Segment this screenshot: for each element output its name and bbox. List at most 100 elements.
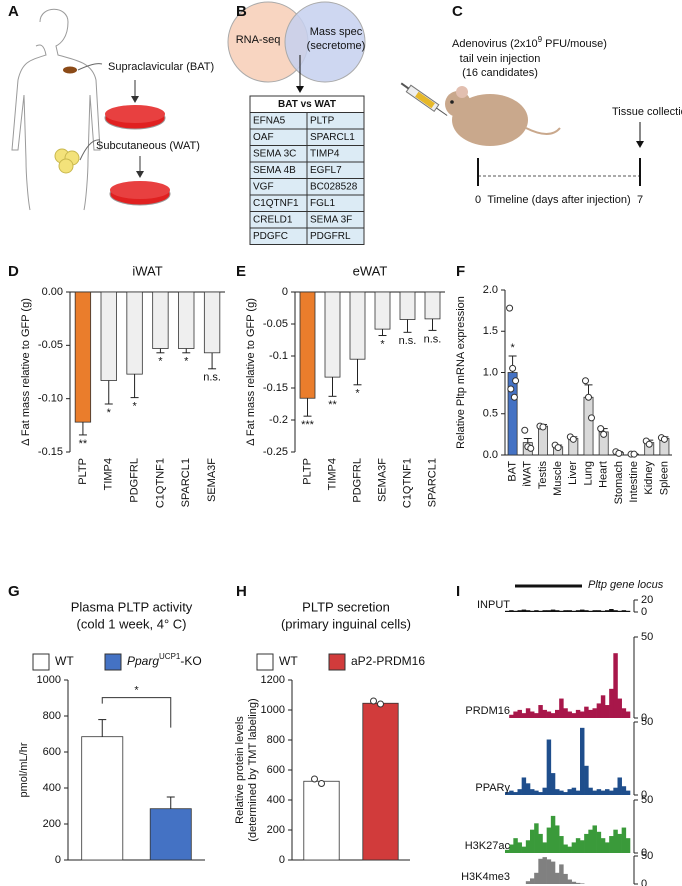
syringe-fluid bbox=[415, 91, 435, 109]
signal-bar bbox=[517, 789, 522, 795]
signal-bar bbox=[567, 610, 572, 612]
legend-label: aP2-PRDM16 bbox=[351, 654, 425, 668]
x-tick-label: Spleen bbox=[658, 461, 670, 495]
signal-bar bbox=[600, 790, 606, 795]
data-point bbox=[582, 377, 589, 385]
signal-bar bbox=[563, 610, 568, 612]
data-point bbox=[318, 780, 325, 787]
signal-bar bbox=[563, 873, 568, 884]
signal-bar bbox=[538, 833, 543, 853]
panel-letter: H bbox=[236, 583, 247, 600]
signal-bar bbox=[625, 610, 631, 612]
signal-bar bbox=[534, 823, 539, 853]
bar bbox=[374, 291, 391, 330]
chart-title: PLTP secretion bbox=[302, 599, 390, 614]
y-tick-label: 1000 bbox=[261, 704, 285, 716]
x-tick-label: TIMP4 bbox=[326, 458, 338, 490]
signal-bar bbox=[613, 787, 618, 795]
signal-bar bbox=[546, 827, 552, 853]
y-axis-label: pmol/mL/hr bbox=[18, 742, 30, 797]
bar bbox=[324, 291, 341, 378]
panel-letter: D bbox=[8, 263, 19, 280]
signal-bar bbox=[505, 792, 510, 795]
legend-swatch bbox=[104, 653, 122, 671]
signal-bar bbox=[580, 883, 585, 884]
signal-bar bbox=[513, 792, 518, 795]
y-axis-label: (determined by TMT labeling) bbox=[247, 698, 259, 841]
y-axis-label: Δ Fat mass relative to GFP (g) bbox=[245, 298, 257, 446]
x-tick-label: PLTP bbox=[77, 458, 89, 485]
y-tick-label: 600 bbox=[43, 746, 61, 758]
signal-bar bbox=[505, 610, 510, 612]
y-tick-label: 0.0 bbox=[483, 449, 498, 461]
y-axis-label: Relative Pltp mRNA expression bbox=[455, 296, 467, 449]
x-tick-label: PDGFRL bbox=[128, 458, 140, 503]
significance-label: n.s. bbox=[203, 372, 221, 384]
y-axis-label: Relative protein levels bbox=[234, 716, 246, 824]
data-point bbox=[554, 444, 562, 452]
signal-bar bbox=[609, 688, 614, 718]
x-tick-label: PLTP bbox=[301, 458, 313, 485]
signal-bar bbox=[555, 709, 560, 718]
x-tick-label: PDGFRL bbox=[351, 458, 363, 503]
signal-bar bbox=[596, 789, 602, 795]
y-tick-label: -0.2 bbox=[269, 414, 288, 426]
track-label: PPARγ bbox=[475, 782, 510, 794]
x-tick-label: Kidney bbox=[643, 461, 655, 495]
signal-bar bbox=[617, 610, 622, 612]
bar bbox=[583, 396, 594, 456]
significance-label: * bbox=[184, 356, 189, 368]
signal-bar bbox=[584, 833, 589, 853]
signal-bar bbox=[546, 610, 552, 612]
signal-bar bbox=[617, 777, 622, 795]
signal-bar bbox=[555, 825, 560, 853]
signal-bar bbox=[617, 698, 622, 718]
y-tick-label: 1.5 bbox=[483, 325, 498, 337]
signal-bar bbox=[588, 610, 593, 612]
bar bbox=[399, 291, 416, 320]
signal-bar bbox=[546, 711, 552, 718]
locus-label: Pltp gene locus bbox=[588, 579, 664, 591]
signal-bar bbox=[621, 610, 627, 612]
panel-letter: B bbox=[236, 3, 247, 20]
table-cell-text: CRELD1 bbox=[253, 214, 293, 225]
significance-label: ** bbox=[328, 399, 337, 411]
panel-letter: C bbox=[452, 3, 463, 20]
bar bbox=[149, 808, 192, 861]
annotation: Adenovirus (2x109 PFU/mouse) bbox=[452, 35, 607, 50]
x-tick-label: C1QTNF1 bbox=[401, 458, 413, 508]
significance-label: * bbox=[132, 401, 137, 413]
signal-bar bbox=[592, 708, 597, 718]
data-point bbox=[509, 364, 517, 372]
signal-bar bbox=[559, 610, 564, 612]
timeline-label: Timeline (days after injection) bbox=[487, 194, 630, 206]
timeline: 0 7 Timeline (days after injection) bbox=[475, 158, 643, 206]
signal-bar bbox=[550, 773, 556, 795]
signal-bar bbox=[600, 695, 606, 718]
y-tick-label: 400 bbox=[43, 782, 61, 794]
y-tick-label: 800 bbox=[43, 710, 61, 722]
signal-bar bbox=[550, 815, 556, 853]
table-cell-text: TIMP4 bbox=[310, 148, 340, 159]
x-tick-label: iWAT bbox=[522, 461, 534, 487]
signal-bar bbox=[517, 709, 522, 718]
signal-bar bbox=[542, 842, 547, 853]
signal-bar bbox=[563, 792, 568, 795]
significance-label: * bbox=[355, 388, 360, 400]
signal-bar bbox=[546, 859, 552, 884]
signal-bar bbox=[580, 840, 585, 853]
signal-bar bbox=[592, 825, 597, 853]
signal-bar bbox=[625, 790, 631, 795]
venn-label: RNA-seq bbox=[236, 34, 281, 46]
signal-bar bbox=[600, 610, 606, 612]
arrow-head bbox=[131, 96, 139, 103]
signal-bar bbox=[534, 713, 539, 718]
signal-bar bbox=[571, 610, 577, 612]
chart-title: eWAT bbox=[353, 263, 388, 278]
signal-bar bbox=[555, 789, 560, 795]
mouse-tail bbox=[525, 127, 561, 135]
y-tick-label: 600 bbox=[267, 764, 285, 776]
signal-bar bbox=[550, 713, 556, 718]
x-tick-label: SEMA3F bbox=[376, 458, 388, 502]
